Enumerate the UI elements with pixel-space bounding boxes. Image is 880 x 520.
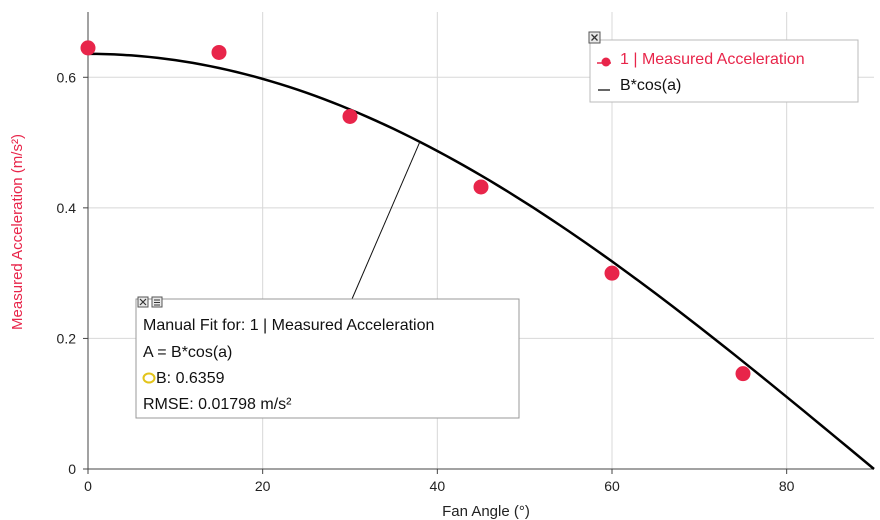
fit-parameter-b: B: 0.6359 bbox=[156, 370, 225, 387]
y-tick-label: 0.4 bbox=[57, 200, 77, 216]
legend-label-measured: 1 | Measured Acceleration bbox=[620, 51, 805, 68]
data-point[interactable] bbox=[735, 366, 751, 382]
legend-marker-points bbox=[597, 57, 611, 67]
close-icon[interactable] bbox=[137, 296, 149, 308]
fit-rmse: RMSE: 0.01798 m/s² bbox=[143, 396, 292, 413]
parameter-lock-icon[interactable] bbox=[142, 372, 156, 384]
data-point[interactable] bbox=[604, 265, 620, 281]
fit-curve-layer bbox=[87, 52, 875, 470]
y-tick-label: 0 bbox=[68, 461, 76, 477]
data-point[interactable] bbox=[211, 44, 227, 60]
options-icon[interactable] bbox=[151, 296, 163, 308]
fit-info-box[interactable]: Manual Fit for: 1 | Measured Acceleratio… bbox=[135, 296, 520, 419]
legend-label-fit: B*cos(a) bbox=[620, 77, 681, 94]
fit-pointer-line bbox=[351, 141, 421, 300]
x-tick-label: 80 bbox=[779, 478, 795, 494]
axes: 0 20 40 60 80 0 0.2 0.4 0.6 bbox=[57, 12, 874, 494]
y-axis-title: Measured Acceleration (m/s²) bbox=[9, 134, 26, 330]
y-tick-label: 0.2 bbox=[57, 330, 77, 346]
fit-curve bbox=[87, 52, 875, 470]
data-point[interactable] bbox=[80, 40, 96, 56]
fit-title: Manual Fit for: 1 | Measured Acceleratio… bbox=[143, 317, 434, 334]
legend[interactable]: 1 | Measured Acceleration B*cos(a) bbox=[588, 31, 859, 103]
y-tick-label: 0.6 bbox=[57, 69, 77, 85]
x-tick-label: 0 bbox=[84, 478, 92, 494]
data-points-layer bbox=[80, 40, 751, 382]
fit-equation: A = B*cos(a) bbox=[143, 344, 232, 361]
x-tick-label: 40 bbox=[430, 478, 446, 494]
x-axis-title: Fan Angle (°) bbox=[442, 503, 530, 520]
data-point[interactable] bbox=[473, 179, 489, 195]
data-point[interactable] bbox=[342, 108, 358, 124]
x-tick-label: 60 bbox=[604, 478, 620, 494]
x-tick-label: 20 bbox=[255, 478, 271, 494]
close-icon[interactable] bbox=[588, 31, 601, 44]
